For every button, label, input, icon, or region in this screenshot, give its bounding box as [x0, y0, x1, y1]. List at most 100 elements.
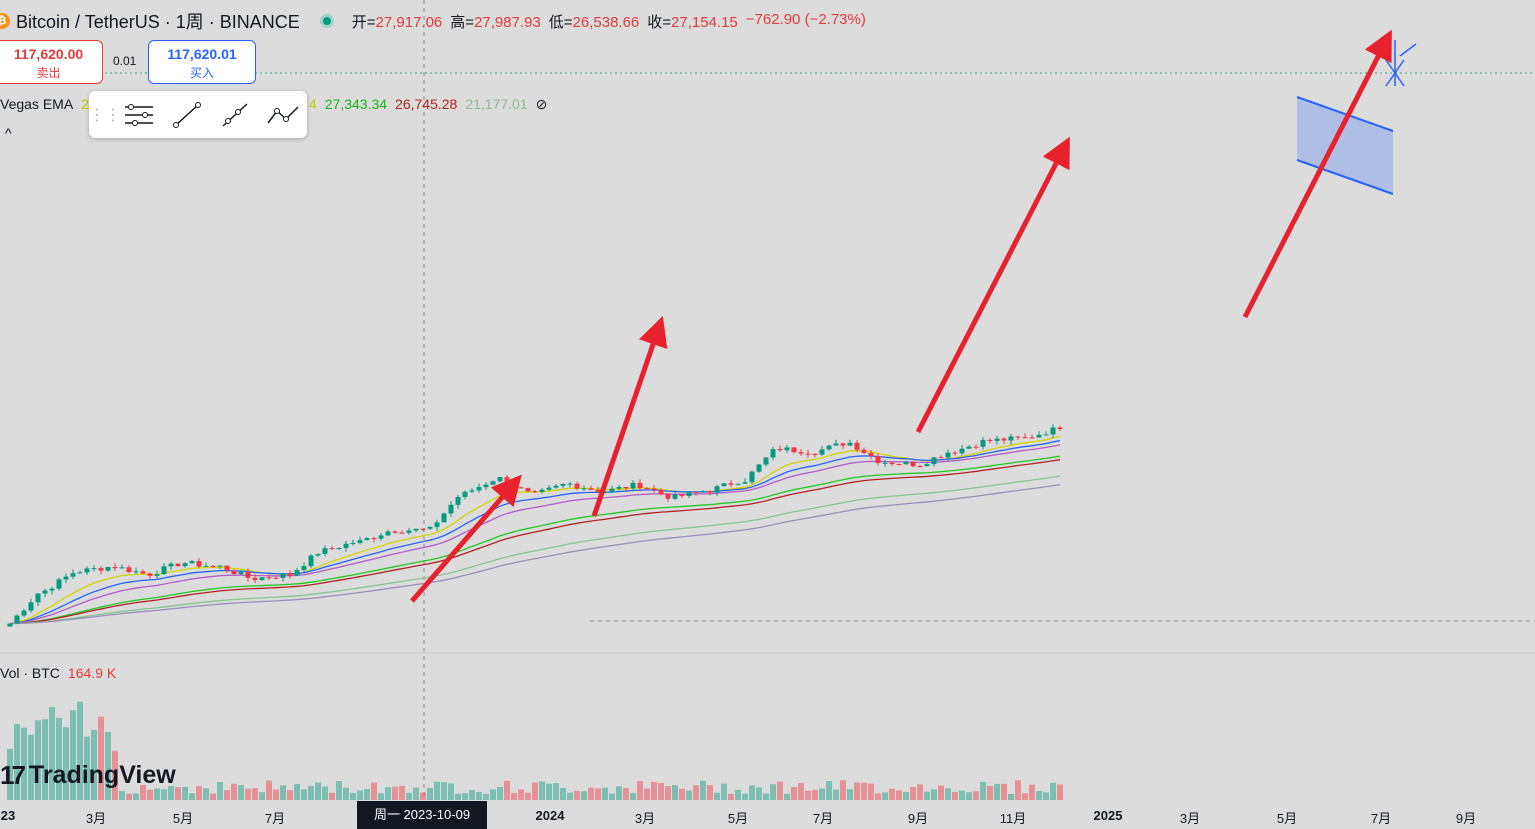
market-status-icon[interactable]: [319, 14, 334, 28]
volume-legend[interactable]: Vol · BTC 164.9 K: [0, 665, 116, 681]
time-axis-label: 7月: [812, 811, 834, 826]
candle-body: [42, 590, 48, 594]
sell-button[interactable]: 117,620.00 卖出: [0, 40, 103, 84]
candle-body: [728, 483, 734, 485]
candle-body: [322, 548, 328, 554]
indicator-legend[interactable]: Vegas EMA 2 4 27,343.34 26,745.28 21,177…: [0, 96, 547, 113]
volume-bar: [770, 784, 776, 800]
candle-body: [868, 452, 874, 457]
candle-body: [700, 491, 706, 493]
volume-bar: [504, 780, 510, 800]
volume-bar: [1029, 784, 1035, 800]
ema-line: [9, 439, 1061, 625]
candle-body: [1050, 427, 1056, 435]
channel-bottom-line: [1296, 159, 1394, 195]
candle-body: [553, 485, 559, 488]
candle-body: [154, 574, 160, 576]
candle-body: [434, 522, 440, 527]
candle-body: [903, 461, 909, 465]
path-icon[interactable]: [259, 95, 307, 135]
volume-bar: [231, 783, 237, 800]
symbol-title[interactable]: Bitcoin / TetherUS · 1周 · BINANCE: [16, 12, 300, 32]
hide-indicator-icon[interactable]: ⊘: [535, 96, 548, 112]
candle-body: [847, 442, 853, 446]
volume-bar: [679, 788, 685, 800]
symbol-header: ₿ Bitcoin / TetherUS · 1周 · BINANCE 开=27…: [0, 8, 866, 34]
candle-body: [966, 446, 972, 449]
volume-bar: [931, 789, 937, 800]
volume-bar: [749, 785, 755, 800]
candle-body: [399, 532, 405, 534]
channel-top-line: [1296, 96, 1394, 132]
volume-bar: [217, 782, 223, 800]
volume-bar: [119, 791, 125, 800]
candle-body: [84, 568, 90, 573]
candle-body: [476, 487, 482, 491]
spread-value: 0.01: [113, 54, 137, 68]
volume-bar: [763, 793, 769, 800]
candle-body: [840, 443, 846, 446]
candle-body: [679, 494, 685, 496]
candle-body: [630, 482, 636, 489]
volume-bar: [966, 792, 972, 800]
time-axis-label: 3月: [634, 811, 656, 826]
ema-line: [9, 455, 1061, 625]
volume-bar: [147, 789, 153, 800]
tradingview-logo[interactable]: 17 TradingView: [0, 760, 176, 791]
volume-bar: [413, 787, 419, 800]
time-axis-label: 11月: [999, 811, 1027, 826]
volume-bar: [938, 785, 944, 800]
volume-bar: [1022, 793, 1028, 800]
candle-body: [469, 490, 475, 492]
candle-body: [210, 565, 216, 567]
volume-bar: [875, 793, 881, 800]
change-value: −762.90 (−2.73%): [745, 10, 866, 28]
volume-bar: [497, 787, 503, 800]
candle-body: [896, 464, 902, 466]
candle-body: [756, 464, 762, 472]
candle-body: [133, 571, 139, 573]
volume-bar: [203, 788, 209, 800]
candle-body: [273, 577, 279, 579]
indicator-value-3: 26,745.28: [395, 96, 458, 112]
volume-bar: [1036, 791, 1042, 800]
volume-bar: [210, 793, 216, 800]
volume-bar: [518, 789, 524, 800]
channel-pattern[interactable]: [1296, 96, 1394, 195]
open-value: 27,917.06: [375, 13, 443, 31]
candle-body: [301, 566, 307, 571]
time-axis-label: 2024: [535, 808, 565, 823]
trend-line-icon[interactable]: [163, 95, 211, 135]
candle-body: [175, 563, 181, 567]
candle-body: [812, 453, 818, 455]
candle-body: [546, 487, 552, 490]
candle-body: [112, 566, 118, 569]
candle-body: [707, 491, 713, 493]
candle-body: [777, 449, 783, 451]
candle-body: [49, 588, 55, 591]
buy-button[interactable]: 117,620.01 买入: [148, 40, 256, 84]
candle-body: [889, 462, 895, 465]
volume-bar: [378, 793, 384, 800]
grip-icon[interactable]: ⋮⋮: [89, 106, 121, 124]
collapse-icon[interactable]: ^: [5, 125, 12, 141]
ema-lines: [9, 435, 1061, 625]
ray-icon[interactable]: [211, 95, 259, 135]
high-value: 27,987.93: [474, 13, 541, 31]
trend-arrow: [915, 136, 1070, 434]
star-marker-icon[interactable]: [1385, 40, 1417, 87]
volume-bar: [329, 792, 335, 800]
volume-bar: [945, 788, 951, 800]
volume-bar: [168, 786, 174, 800]
settings-lines-icon[interactable]: [115, 95, 163, 135]
candle-body: [497, 477, 503, 482]
candle-body: [7, 623, 13, 627]
volume-bar: [959, 790, 965, 800]
volume-bar: [98, 716, 104, 800]
trend-arrows[interactable]: [410, 29, 1392, 603]
volume-bar: [882, 792, 888, 800]
volume-bar: [868, 783, 874, 800]
candle-body: [406, 530, 412, 533]
volume-bar: [973, 791, 979, 800]
